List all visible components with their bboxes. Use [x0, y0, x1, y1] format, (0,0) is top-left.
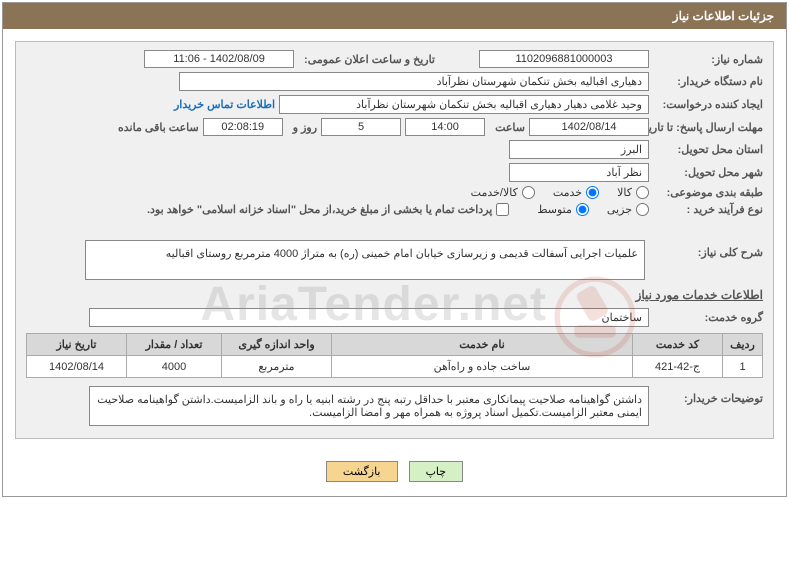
button-row: چاپ بازگشت [3, 451, 786, 496]
deadline-label: مهلت ارسال پاسخ: تا تاریخ: [653, 121, 763, 134]
deadline-date: 1402/08/14 [529, 118, 649, 136]
radio-medium-input[interactable] [576, 203, 589, 216]
main-container: جزئیات اطلاعات نیاز شماره نیاز: 11020968… [2, 2, 787, 497]
radio-minor[interactable]: جزیی [607, 203, 649, 216]
time-label: ساعت [489, 121, 525, 134]
general-desc-value: علمیات اجرایی آسفالت قدیمی و زیرسازی خیا… [85, 240, 645, 280]
row-general-desc: شرح کلی نیاز: علمیات اجرایی آسفالت قدیمی… [26, 240, 763, 280]
page-title-bar: جزئیات اطلاعات نیاز [3, 3, 786, 29]
services-info-title: اطلاعات خدمات مورد نیاز [26, 288, 763, 302]
th-date: تاریخ نیاز [27, 334, 127, 356]
city-label: شهر محل تحویل: [653, 166, 763, 179]
td-idx: 1 [723, 356, 763, 378]
need-no-value: 1102096881000003 [479, 50, 649, 68]
radio-goods-service[interactable]: کالا/خدمت [471, 186, 535, 199]
row-province: استان محل تحویل: البرز [26, 140, 763, 159]
row-process-type: نوع فرآیند خرید : جزیی متوسط پرداخت تمام… [26, 203, 763, 216]
row-city: شهر محل تحویل: نظر آباد [26, 163, 763, 182]
requester-label: ایجاد کننده درخواست: [653, 98, 763, 111]
countdown: 02:08:19 [203, 118, 283, 136]
remain-suffix: ساعت باقی مانده [112, 121, 199, 134]
td-name: ساخت جاده و راه‌آهن [332, 356, 633, 378]
process-type-radios: جزیی متوسط [537, 203, 649, 216]
th-name: نام خدمت [332, 334, 633, 356]
subject-class-label: طبقه بندی موضوعی: [653, 186, 763, 199]
buyer-org-label: نام دستگاه خریدار: [653, 75, 763, 88]
services-table: ردیف کد خدمت نام خدمت واحد اندازه گیری ت… [26, 333, 763, 378]
province-value: البرز [509, 140, 649, 159]
need-no-label: شماره نیاز: [653, 53, 763, 66]
th-qty: تعداد / مقدار [127, 334, 222, 356]
radio-minor-input[interactable] [636, 203, 649, 216]
radio-service[interactable]: خدمت [553, 186, 599, 199]
radio-medium[interactable]: متوسط [537, 203, 589, 216]
buyer-notes-value: داشتن گواهینامه صلاحیت پیمانکاری معتبر ب… [89, 386, 649, 426]
radio-service-input[interactable] [586, 186, 599, 199]
td-unit: مترمربع [222, 356, 332, 378]
days-suffix: روز و [287, 121, 317, 134]
days-remaining: 5 [321, 118, 401, 136]
th-unit: واحد اندازه گیری [222, 334, 332, 356]
buyer-org-value: دهیاری اقبالیه بخش تنکمان شهرستان نظرآبا… [179, 72, 649, 91]
treasury-checkbox[interactable] [496, 203, 509, 216]
back-button[interactable]: بازگشت [326, 461, 398, 482]
th-code: کد خدمت [633, 334, 723, 356]
row-service-group: گروه خدمت: ساختمان [26, 308, 763, 327]
subject-class-radios: کالا خدمت کالا/خدمت [471, 186, 649, 199]
page-title: جزئیات اطلاعات نیاز [673, 9, 774, 23]
province-label: استان محل تحویل: [653, 143, 763, 156]
buyer-notes-label: توضیحات خریدار: [653, 386, 763, 405]
th-row: ردیف [723, 334, 763, 356]
radio-goods-input[interactable] [636, 186, 649, 199]
service-group-label: گروه خدمت: [653, 311, 763, 324]
row-subject-class: طبقه بندی موضوعی: کالا خدمت کالا/خدمت [26, 186, 763, 199]
row-requester: ایجاد کننده درخواست: وحید غلامی دهیار ده… [26, 95, 763, 114]
row-deadline: مهلت ارسال پاسخ: تا تاریخ: 1402/08/14 سا… [26, 118, 763, 136]
announce-value: 1402/08/09 - 11:06 [144, 50, 294, 68]
td-date: 1402/08/14 [27, 356, 127, 378]
contact-buyer-link[interactable]: اطلاعات تماس خریدار [174, 98, 275, 111]
row-need-no: شماره نیاز: 1102096881000003 تاریخ و ساع… [26, 50, 763, 68]
td-code: ج-42-421 [633, 356, 723, 378]
radio-goods[interactable]: کالا [617, 186, 649, 199]
print-button[interactable]: چاپ [409, 461, 464, 482]
general-desc-label: شرح کلی نیاز: [653, 240, 763, 259]
process-type-label: نوع فرآیند خرید : [653, 203, 763, 216]
deadline-time: 14:00 [405, 118, 485, 136]
table-header-row: ردیف کد خدمت نام خدمت واحد اندازه گیری ت… [27, 334, 763, 356]
requester-value: وحید غلامی دهیار دهیاری اقبالیه بخش تنکم… [279, 95, 649, 114]
radio-goods-service-input[interactable] [522, 186, 535, 199]
treasury-checkbox-wrap: پرداخت تمام یا بخشی از مبلغ خرید،از محل … [147, 203, 509, 216]
service-group-value: ساختمان [89, 308, 649, 327]
details-panel: شماره نیاز: 1102096881000003 تاریخ و ساع… [15, 41, 774, 439]
td-qty: 4000 [127, 356, 222, 378]
announce-label: تاریخ و ساعت اعلان عمومی: [298, 53, 435, 66]
row-buyer-org: نام دستگاه خریدار: دهیاری اقبالیه بخش تن… [26, 72, 763, 91]
table-row: 1 ج-42-421 ساخت جاده و راه‌آهن مترمربع 4… [27, 356, 763, 378]
city-value: نظر آباد [509, 163, 649, 182]
row-buyer-notes: توضیحات خریدار: داشتن گواهینامه صلاحیت پ… [26, 386, 763, 426]
treasury-note: پرداخت تمام یا بخشی از مبلغ خرید،از محل … [147, 203, 492, 216]
